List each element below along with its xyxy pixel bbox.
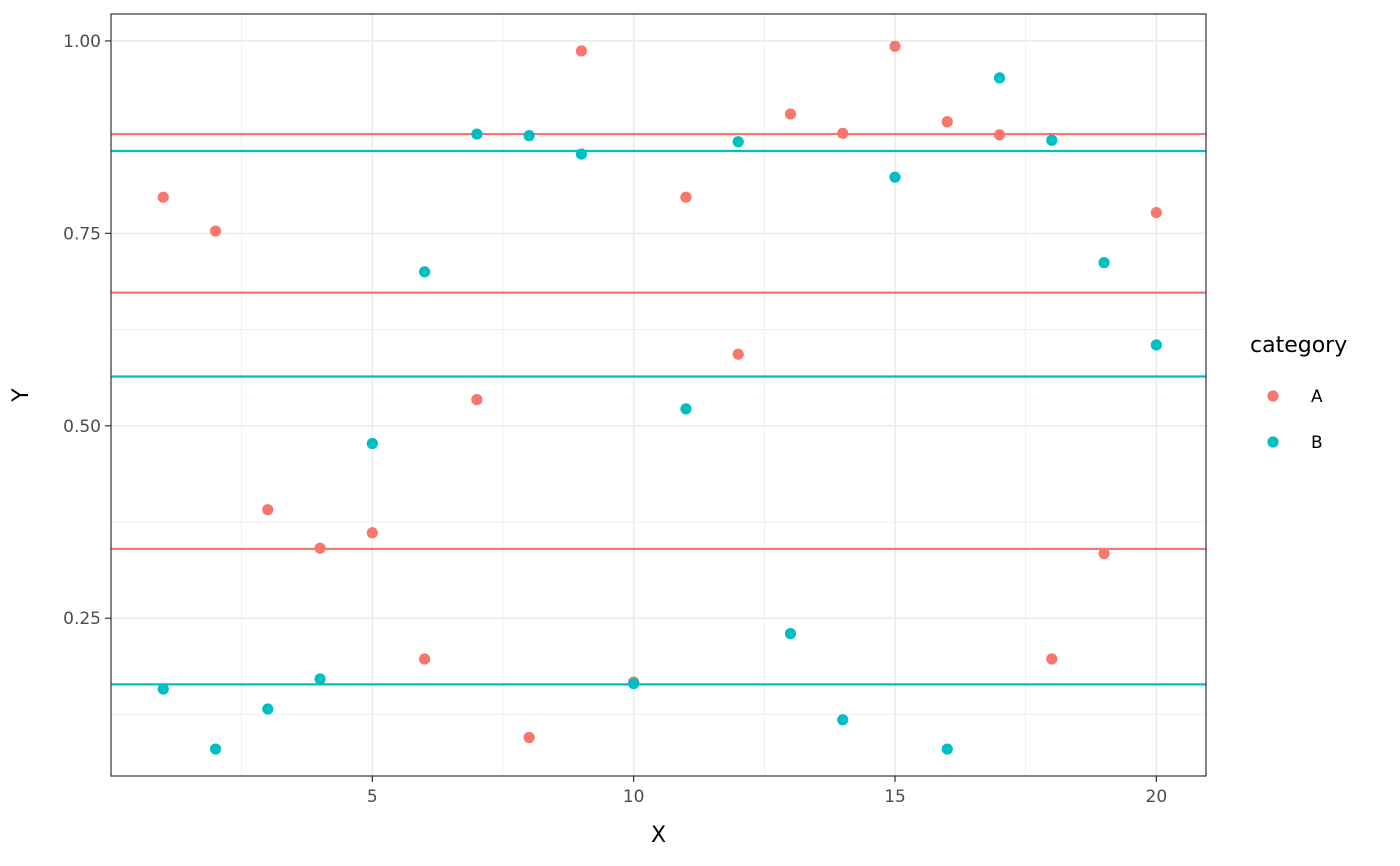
point-b	[262, 703, 274, 715]
legend-label-a: A	[1311, 387, 1323, 407]
x-tick-label: 20	[1146, 787, 1168, 807]
point-a	[732, 348, 744, 360]
point-b	[419, 266, 431, 278]
point-b	[628, 678, 640, 690]
point-a	[471, 394, 483, 406]
x-tick-label: 15	[884, 787, 906, 807]
legend-key-a	[1267, 390, 1279, 402]
point-b	[941, 743, 953, 755]
x-tick-label: 5	[367, 787, 378, 807]
y-tick-label: 0.50	[63, 417, 101, 437]
point-a	[680, 191, 692, 203]
point-b	[209, 743, 222, 755]
point-a	[993, 129, 1006, 141]
legend-items: AB	[1267, 387, 1323, 453]
y-tick-label: 0.75	[63, 224, 101, 244]
point-b	[471, 128, 483, 140]
point-b	[1046, 134, 1058, 146]
point-a	[889, 40, 901, 52]
point-b	[993, 72, 1006, 84]
point-b	[837, 714, 849, 726]
point-a	[419, 653, 431, 665]
point-a	[1098, 547, 1110, 560]
point-b	[523, 130, 535, 142]
legend-label-b: B	[1311, 433, 1323, 453]
point-a	[941, 116, 953, 128]
point-b	[732, 136, 744, 148]
minor-gridlines	[111, 14, 1206, 776]
point-a	[1046, 653, 1058, 665]
point-a	[314, 542, 326, 554]
point-a	[262, 504, 274, 516]
point-b	[575, 148, 588, 160]
legend-title: category	[1250, 333, 1347, 358]
tick-labels: 5 10 15 20 0.25 0.50 0.75 1.00	[63, 32, 1167, 807]
point-a	[157, 191, 169, 203]
point-a	[523, 731, 535, 744]
x-tick-label: 10	[623, 787, 645, 807]
point-a	[366, 527, 378, 539]
y-axis-title: Y	[9, 388, 34, 403]
point-b	[157, 683, 169, 695]
x-axis-title: X	[651, 823, 666, 848]
axis-ticks	[105, 40, 1157, 782]
point-b	[1098, 257, 1110, 269]
point-a	[1150, 206, 1162, 219]
panel-border	[110, 13, 1207, 777]
point-b	[314, 673, 326, 685]
y-tick-label: 1.00	[63, 32, 101, 52]
legend-key-b	[1267, 436, 1279, 448]
y-tick-label: 0.25	[63, 609, 101, 629]
point-b	[366, 437, 378, 450]
point-b	[680, 403, 692, 415]
point-a	[209, 225, 222, 237]
data-points	[157, 40, 1162, 755]
major-gridlines	[111, 14, 1206, 776]
legend: category AB	[1250, 333, 1347, 453]
point-b	[889, 171, 901, 183]
horizontal-reference-lines	[111, 132, 1206, 686]
point-a	[784, 108, 797, 120]
point-a	[837, 127, 849, 139]
point-b	[784, 628, 797, 640]
point-a	[575, 45, 588, 57]
point-b	[1150, 339, 1162, 351]
